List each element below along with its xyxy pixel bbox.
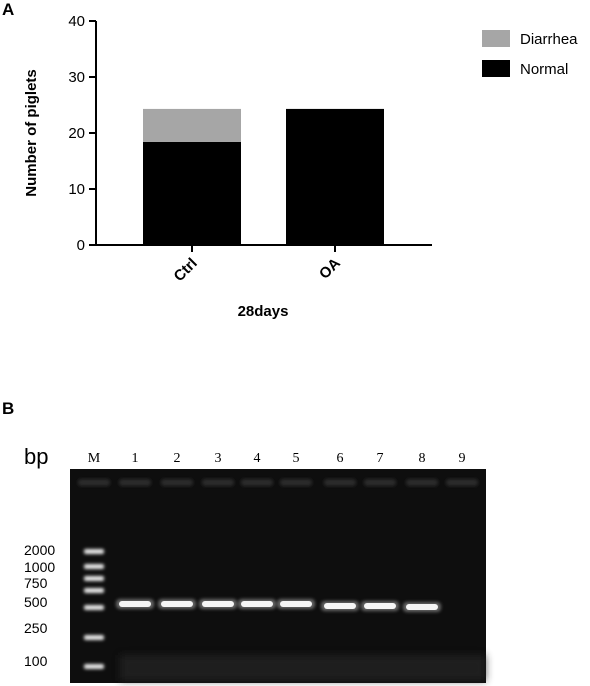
x-tick-label-oa: OA bbox=[316, 255, 344, 283]
gel-well bbox=[161, 479, 193, 486]
lane-label-4: 4 bbox=[254, 451, 261, 466]
lane-label-5: 5 bbox=[293, 451, 300, 466]
gel-well bbox=[202, 479, 234, 486]
legend-swatch-normal bbox=[482, 60, 510, 77]
sample-band-lane-3 bbox=[202, 601, 234, 607]
marker-size-1000: 1000 bbox=[24, 559, 55, 575]
gel-image bbox=[70, 469, 486, 683]
y-tick-label: 10 bbox=[68, 181, 85, 198]
y-axis-title: Number of piglets bbox=[23, 69, 40, 197]
ladder-band bbox=[84, 576, 104, 581]
legend-label-diarrhea: Diarrhea bbox=[520, 31, 578, 48]
sample-band-lane-6 bbox=[324, 603, 356, 609]
legend-swatch-diarrhea bbox=[482, 30, 510, 47]
lane-label-2: 2 bbox=[174, 451, 181, 466]
y-tick-label: 20 bbox=[68, 125, 85, 142]
ladder-band bbox=[84, 635, 104, 640]
ladder-band bbox=[84, 588, 104, 593]
gel-well bbox=[324, 479, 356, 486]
y-tick-label: 40 bbox=[68, 13, 85, 30]
legend: Diarrhea Normal bbox=[482, 30, 578, 78]
x-axis-title: 28days bbox=[238, 303, 289, 320]
ladder-band bbox=[84, 564, 104, 569]
lane-label-3: 3 bbox=[215, 451, 222, 466]
y-tick-label: 0 bbox=[77, 237, 85, 254]
bar-normal-ctrl bbox=[143, 141, 241, 245]
y-ticks: 0 10 20 30 40 bbox=[68, 13, 96, 254]
gel-well bbox=[364, 479, 396, 486]
ladder-band bbox=[84, 664, 104, 669]
marker-size-250: 250 bbox=[24, 620, 48, 636]
lane-label-8: 8 bbox=[419, 451, 426, 466]
sample-band-lane-4 bbox=[241, 601, 273, 607]
gel-well bbox=[406, 479, 438, 486]
bar-diarrhea-ctrl bbox=[143, 108, 241, 142]
x-tick-label-ctrl: Ctrl bbox=[171, 255, 201, 285]
gel-well bbox=[446, 479, 478, 486]
gel-unit-label: bp bbox=[24, 444, 48, 469]
x-ticks: Ctrl OA bbox=[171, 245, 344, 285]
marker-size-100: 100 bbox=[24, 653, 48, 669]
legend-label-normal: Normal bbox=[520, 61, 568, 78]
marker-size-2000: 2000 bbox=[24, 542, 55, 558]
y-tick-label: 30 bbox=[68, 69, 85, 86]
gel-well bbox=[78, 479, 110, 486]
sample-band-lane-7 bbox=[364, 603, 396, 609]
panel-label-a: A bbox=[2, 0, 14, 19]
bar-normal-oa bbox=[286, 108, 384, 245]
gel-well bbox=[241, 479, 273, 486]
gel-well bbox=[280, 479, 312, 486]
sample-band-lane-8 bbox=[406, 604, 438, 610]
ladder-band bbox=[84, 605, 104, 610]
ladder-band bbox=[84, 549, 104, 554]
lane-labels: 1 2 3 4 5 6 7 8 9 bbox=[132, 451, 466, 466]
sample-band-lane-5 bbox=[280, 601, 312, 607]
marker-size-750: 750 bbox=[24, 575, 48, 591]
sample-band-lane-2 bbox=[161, 601, 193, 607]
marker-size-500: 500 bbox=[24, 594, 48, 610]
lane-label-1: 1 bbox=[132, 451, 139, 466]
bars-group bbox=[143, 108, 384, 245]
marker-lane-label: M bbox=[88, 451, 101, 466]
panel-label-b: B bbox=[2, 399, 14, 418]
ladder-bands bbox=[84, 549, 104, 669]
gel-bottom-haze bbox=[120, 655, 486, 681]
gel-background bbox=[70, 469, 486, 683]
lane-label-9: 9 bbox=[459, 451, 466, 466]
bar-chart: 0 10 20 30 40 Ctrl OA Number of piglets 28day… bbox=[23, 13, 578, 320]
lane-label-7: 7 bbox=[377, 451, 384, 466]
sample-band-lane-1 bbox=[119, 601, 151, 607]
gel-well bbox=[119, 479, 151, 486]
sample-bands bbox=[116, 599, 441, 612]
wells bbox=[78, 479, 478, 486]
lane-label-6: 6 bbox=[337, 451, 344, 466]
